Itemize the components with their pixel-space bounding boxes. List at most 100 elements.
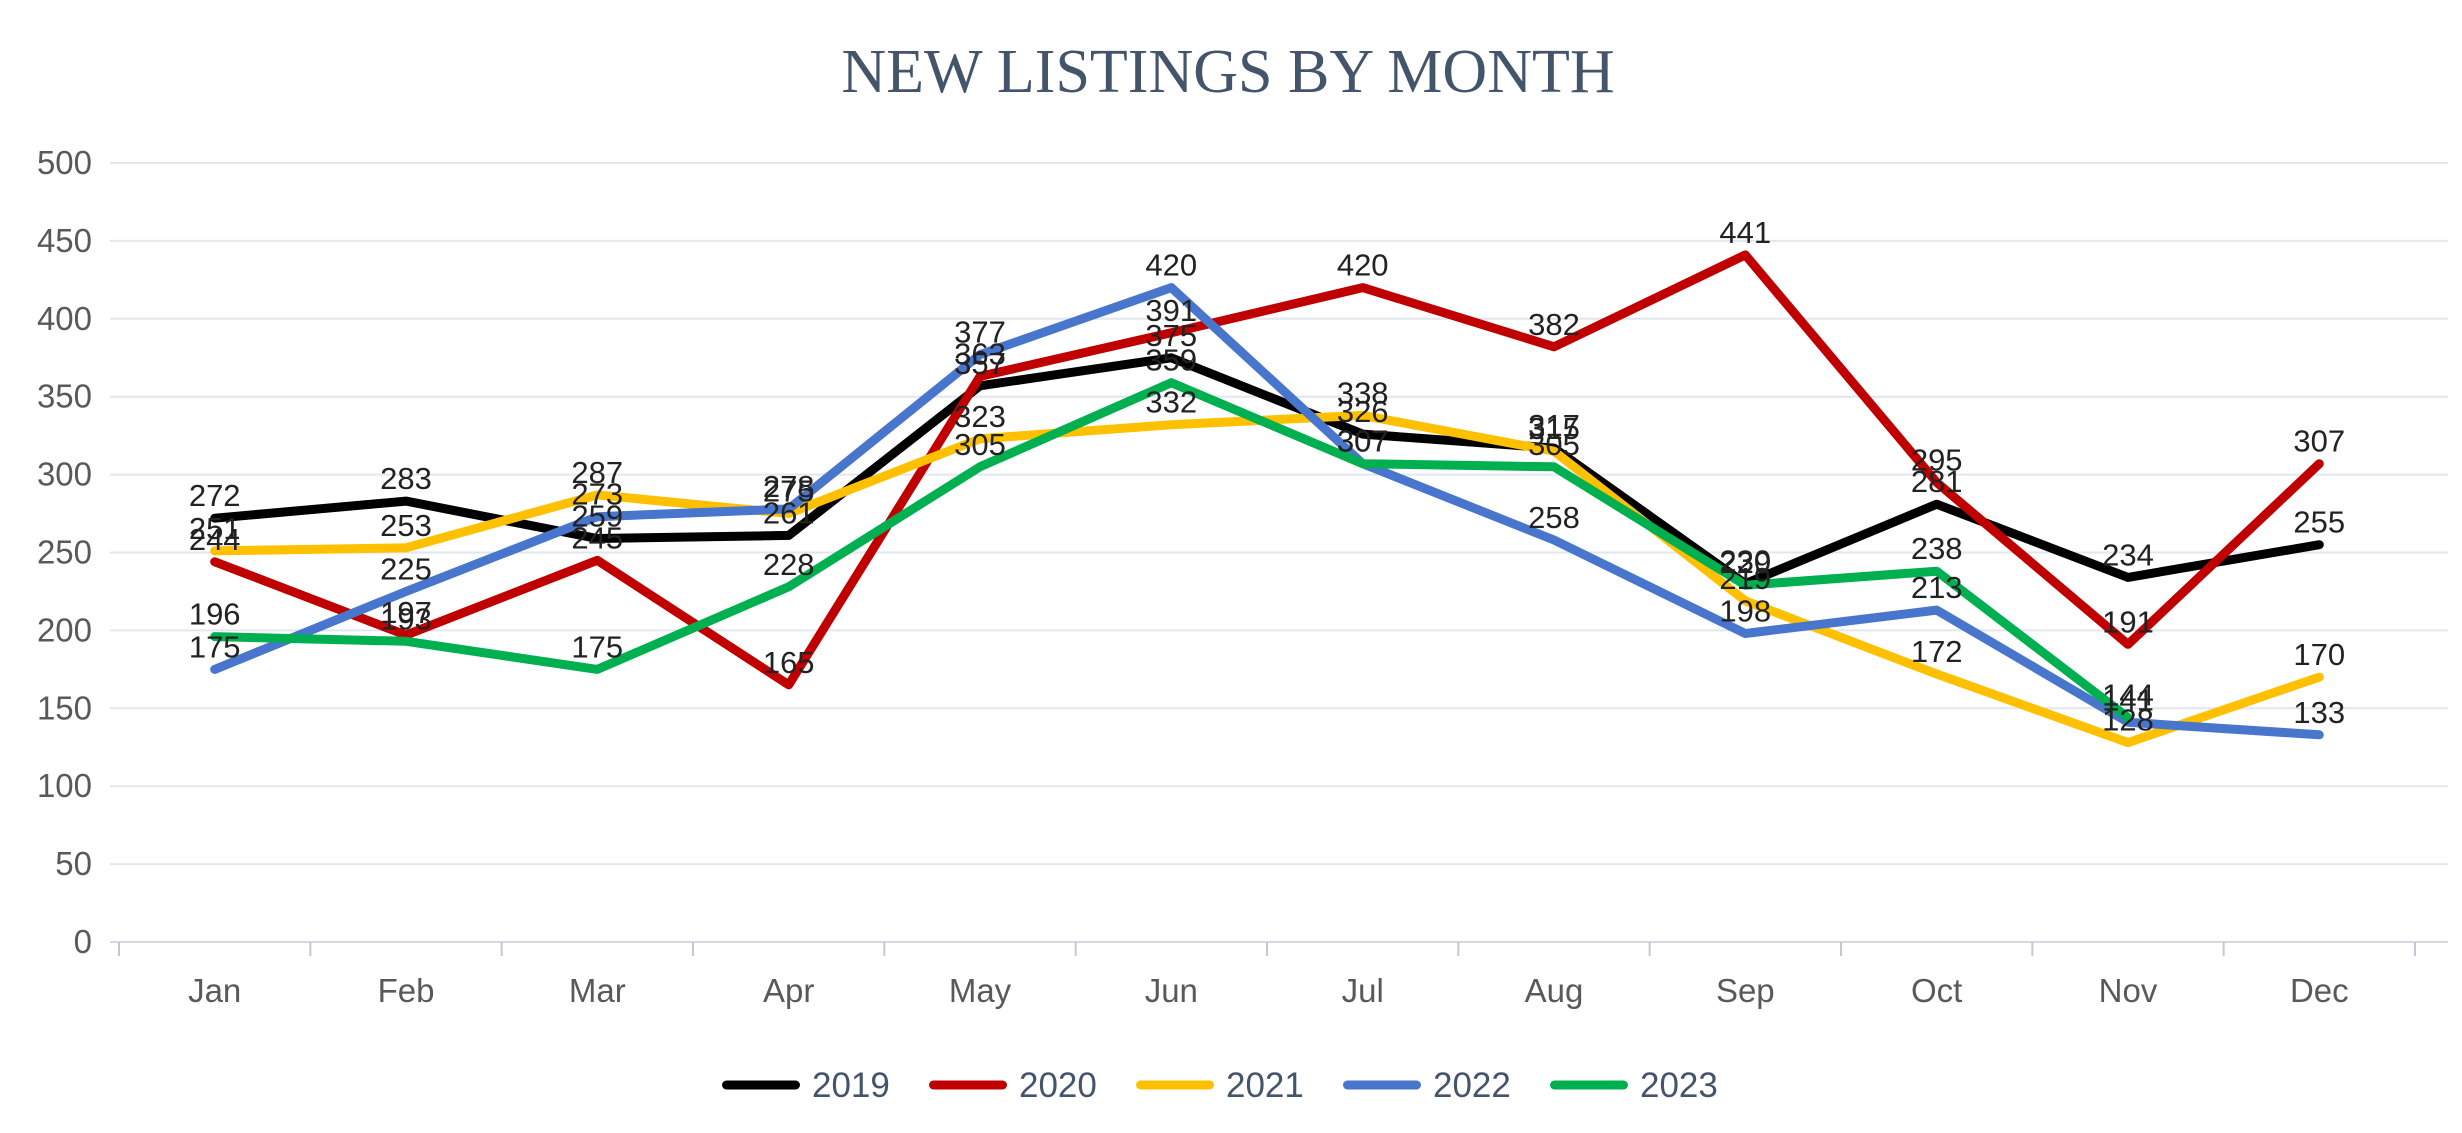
data-label-2023: 305 xyxy=(954,427,1006,462)
data-label-2021: 338 xyxy=(1337,375,1389,410)
data-label-2022: 258 xyxy=(1528,500,1580,535)
data-labels-layer: 272 283 259 261 357 375 326 317 230 281 234 255 244 1… xyxy=(189,215,2345,738)
data-label-2022: 307 xyxy=(1337,424,1389,459)
axis-labels-layer: 0 50 100 150 200 250 300 350 400 450 500 Jan Feb Mar A… xyxy=(37,144,2349,1009)
legend-label-2019: 2019 xyxy=(812,1066,890,1105)
data-label-2022: 420 xyxy=(1145,248,1197,283)
y-tick-label: 0 xyxy=(74,923,92,960)
series-line-2023 xyxy=(210,378,2133,723)
data-label-2020: 244 xyxy=(189,522,241,557)
y-tick-label: 350 xyxy=(37,378,92,415)
data-label-2022: 141 xyxy=(2102,682,2154,717)
data-label-2019: 230 xyxy=(1719,544,1771,579)
data-label-2020: 191 xyxy=(2102,604,2154,639)
data-label-2023: 193 xyxy=(380,601,432,636)
x-tick-label: Aug xyxy=(1525,972,1584,1009)
y-tick-label: 500 xyxy=(37,144,92,181)
data-label-2021: 315 xyxy=(1528,411,1580,446)
data-label-2022: 225 xyxy=(380,552,432,587)
data-label-2020: 245 xyxy=(571,520,623,555)
data-label-2019: 281 xyxy=(1911,464,1963,499)
data-label-2020: 441 xyxy=(1719,215,1771,250)
data-label-2020: 165 xyxy=(763,645,815,680)
data-label-2021: 219 xyxy=(1719,561,1771,596)
data-label-2021: 172 xyxy=(1911,634,1963,669)
data-label-2023: 307 xyxy=(1337,424,1389,459)
x-tick-label: Sep xyxy=(1716,972,1775,1009)
series-line-2021 xyxy=(210,410,2324,748)
series-line-2019 xyxy=(210,353,2324,589)
y-tick-label: 100 xyxy=(37,767,92,804)
series-lines-layer xyxy=(210,250,2324,748)
data-label-2023: 196 xyxy=(189,597,241,632)
x-tick-label: Mar xyxy=(569,972,626,1009)
legend-swatch-2022 xyxy=(1343,1080,1421,1090)
data-label-2021: 275 xyxy=(763,474,815,509)
data-label-2020: 295 xyxy=(1911,442,1963,477)
data-label-2023: 175 xyxy=(571,629,623,664)
data-label-2022: 198 xyxy=(1719,594,1771,629)
data-label-2023: 305 xyxy=(1528,427,1580,462)
data-label-2020: 197 xyxy=(380,595,432,630)
x-tick-label: Dec xyxy=(2290,972,2349,1009)
data-label-2019: 317 xyxy=(1528,408,1580,443)
data-label-2019: 283 xyxy=(380,461,432,496)
data-label-2023: 359 xyxy=(1145,343,1197,378)
data-label-2023: 228 xyxy=(763,547,815,582)
data-label-2020: 391 xyxy=(1145,293,1197,328)
data-label-2021: 253 xyxy=(380,508,432,543)
data-label-2023: 144 xyxy=(2102,678,2154,713)
data-label-2020: 363 xyxy=(954,336,1006,371)
data-label-2022: 273 xyxy=(571,477,623,512)
data-label-2019: 255 xyxy=(2293,505,2345,540)
y-tick-label: 400 xyxy=(37,300,92,337)
chart-title: NEW LISTINGS BY MONTH xyxy=(841,38,1614,106)
legend-label-2020: 2020 xyxy=(1019,1066,1097,1105)
series-line-2022 xyxy=(210,283,2324,740)
data-label-2021: 128 xyxy=(2102,703,2154,738)
y-tick-label: 150 xyxy=(37,689,92,726)
data-label-2023: 229 xyxy=(1719,545,1771,580)
data-label-2020: 420 xyxy=(1337,248,1389,283)
y-tick-label: 200 xyxy=(37,611,92,648)
legend-swatch-2019 xyxy=(722,1080,800,1090)
data-label-2021: 251 xyxy=(189,511,241,546)
x-tick-label: Jan xyxy=(188,972,241,1009)
data-label-2023: 238 xyxy=(1911,531,1963,566)
data-label-2022: 377 xyxy=(954,315,1006,350)
data-label-2019: 357 xyxy=(954,346,1006,381)
legend-label-2021: 2021 xyxy=(1226,1066,1304,1105)
data-label-2021: 287 xyxy=(571,455,623,490)
data-label-2019: 326 xyxy=(1337,394,1389,429)
data-label-2021: 323 xyxy=(954,399,1006,434)
x-tick-label: May xyxy=(949,972,1012,1009)
y-tick-label: 450 xyxy=(37,222,92,259)
data-label-2022: 213 xyxy=(1911,570,1963,605)
data-label-2022: 278 xyxy=(763,469,815,504)
x-tick-label: Jul xyxy=(1342,972,1384,1009)
series-line-2020 xyxy=(210,250,2324,690)
x-tick-label: Oct xyxy=(1911,972,1962,1009)
data-label-2021: 170 xyxy=(2293,637,2345,672)
legend-swatch-2021 xyxy=(1136,1080,1214,1090)
x-tick-label: Apr xyxy=(763,972,814,1009)
data-label-2019: 272 xyxy=(189,478,241,513)
y-tick-label: 300 xyxy=(37,456,92,493)
legend-label-2023: 2023 xyxy=(1640,1066,1718,1105)
legend-layer: 2019 2020 2021 2022 2023 xyxy=(722,1066,1718,1105)
y-tick-label: 50 xyxy=(55,845,92,882)
legend-label-2022: 2022 xyxy=(1433,1066,1511,1105)
legend-swatch-2020 xyxy=(929,1080,1007,1090)
x-tick-label: Feb xyxy=(378,972,435,1009)
y-tick-label: 250 xyxy=(37,534,92,571)
data-label-2019: 259 xyxy=(571,499,623,534)
data-label-2020: 382 xyxy=(1528,307,1580,342)
gridlines-layer xyxy=(110,162,2448,956)
x-tick-label: Jun xyxy=(1145,972,1198,1009)
data-label-2019: 261 xyxy=(763,495,815,530)
data-label-2019: 234 xyxy=(2102,537,2154,572)
data-label-2021: 332 xyxy=(1145,385,1197,420)
data-label-2020: 307 xyxy=(2293,424,2345,459)
